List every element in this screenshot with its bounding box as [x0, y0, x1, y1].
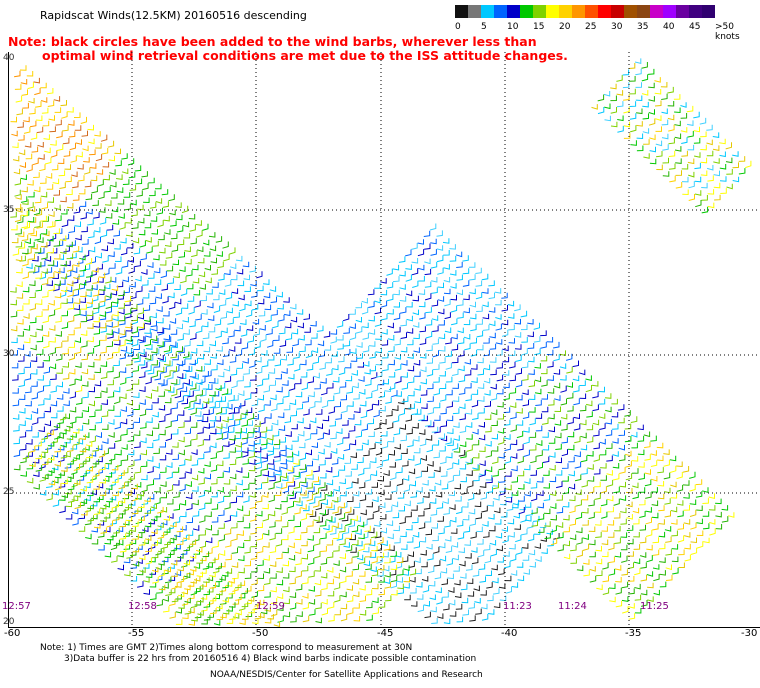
- legend-swatch: [533, 5, 546, 18]
- lon-label-30w: -30: [741, 628, 758, 639]
- pass-time-label: 12:58: [128, 601, 157, 612]
- legend-swatch: [676, 5, 689, 18]
- legend-label: 10: [507, 22, 519, 32]
- legend-swatch: [585, 5, 598, 18]
- warning-note-line-2: optimal wind retrieval conditions are me…: [42, 48, 568, 63]
- legend-label: 25: [585, 22, 597, 32]
- lat-label-30: 30: [3, 349, 15, 359]
- legend-swatch: [663, 5, 676, 18]
- legend-swatch: [468, 5, 481, 18]
- legend-label: 35: [637, 22, 649, 32]
- lon-label-60w: -60: [4, 628, 21, 639]
- legend-label: 5: [481, 22, 487, 32]
- pass-time-label: 11:23: [503, 601, 532, 612]
- legend-swatch: [598, 5, 611, 18]
- legend-swatch: [559, 5, 572, 18]
- legend-label: 30: [611, 22, 623, 32]
- lat-label-20: 20: [3, 617, 15, 627]
- pass-time-label: 11:24: [558, 601, 587, 612]
- legend-swatch: [650, 5, 663, 18]
- lon-label-35w: -35: [625, 628, 642, 639]
- legend-label: 20: [559, 22, 571, 32]
- legend-label: 0: [455, 22, 461, 32]
- warning-note-line-1: Note: black circles have been added to t…: [8, 34, 537, 49]
- legend-labels: 0 5 10 15 20 25 30 35 40 45 >50 knots: [455, 22, 760, 42]
- legend-label: 40: [663, 22, 675, 32]
- legend-swatch: [520, 5, 533, 18]
- legend-swatch: [546, 5, 559, 18]
- pass-time-label: 12:59: [256, 601, 285, 612]
- legend-swatch: [507, 5, 520, 18]
- lon-label-50w: -50: [252, 628, 269, 639]
- lat-label-40: 40: [3, 53, 15, 63]
- legend-label: >50 knots: [715, 22, 740, 42]
- lat-label-25: 25: [3, 487, 15, 497]
- legend-swatch: [455, 5, 468, 18]
- map-title: Rapidscat Winds(12.5KM) 20160516 descend…: [40, 9, 307, 22]
- map-frame: [8, 52, 760, 628]
- footer-note-line-1: Note: 1) Times are GMT 2)Times along bot…: [40, 643, 413, 653]
- pass-time-label: 11:25: [640, 601, 669, 612]
- legend-swatch: [481, 5, 494, 18]
- legend-swatch: [624, 5, 637, 18]
- legend-color-bar: [455, 5, 715, 18]
- pass-time-label: 12:57: [2, 601, 31, 612]
- legend-swatch: [689, 5, 702, 18]
- legend-swatch: [572, 5, 585, 18]
- legend-swatch: [611, 5, 624, 18]
- lon-label-55w: -55: [128, 628, 145, 639]
- legend-label: 45: [689, 22, 701, 32]
- footer-note-line-2: 3)Data buffer is 22 hrs from 20160516 4)…: [64, 654, 477, 664]
- footer-credit: NOAA/NESDIS/Center for Satellite Applica…: [210, 670, 483, 680]
- legend-swatch: [637, 5, 650, 18]
- legend-label: 15: [533, 22, 545, 32]
- legend-swatch: [494, 5, 507, 18]
- legend-swatch: [702, 5, 715, 18]
- lat-label-35: 35: [3, 205, 15, 215]
- wind-speed-legend: 0 5 10 15 20 25 30 35 40 45 >50 knots: [455, 5, 760, 42]
- lon-label-40w: -40: [501, 628, 518, 639]
- lon-label-45w: -45: [377, 628, 394, 639]
